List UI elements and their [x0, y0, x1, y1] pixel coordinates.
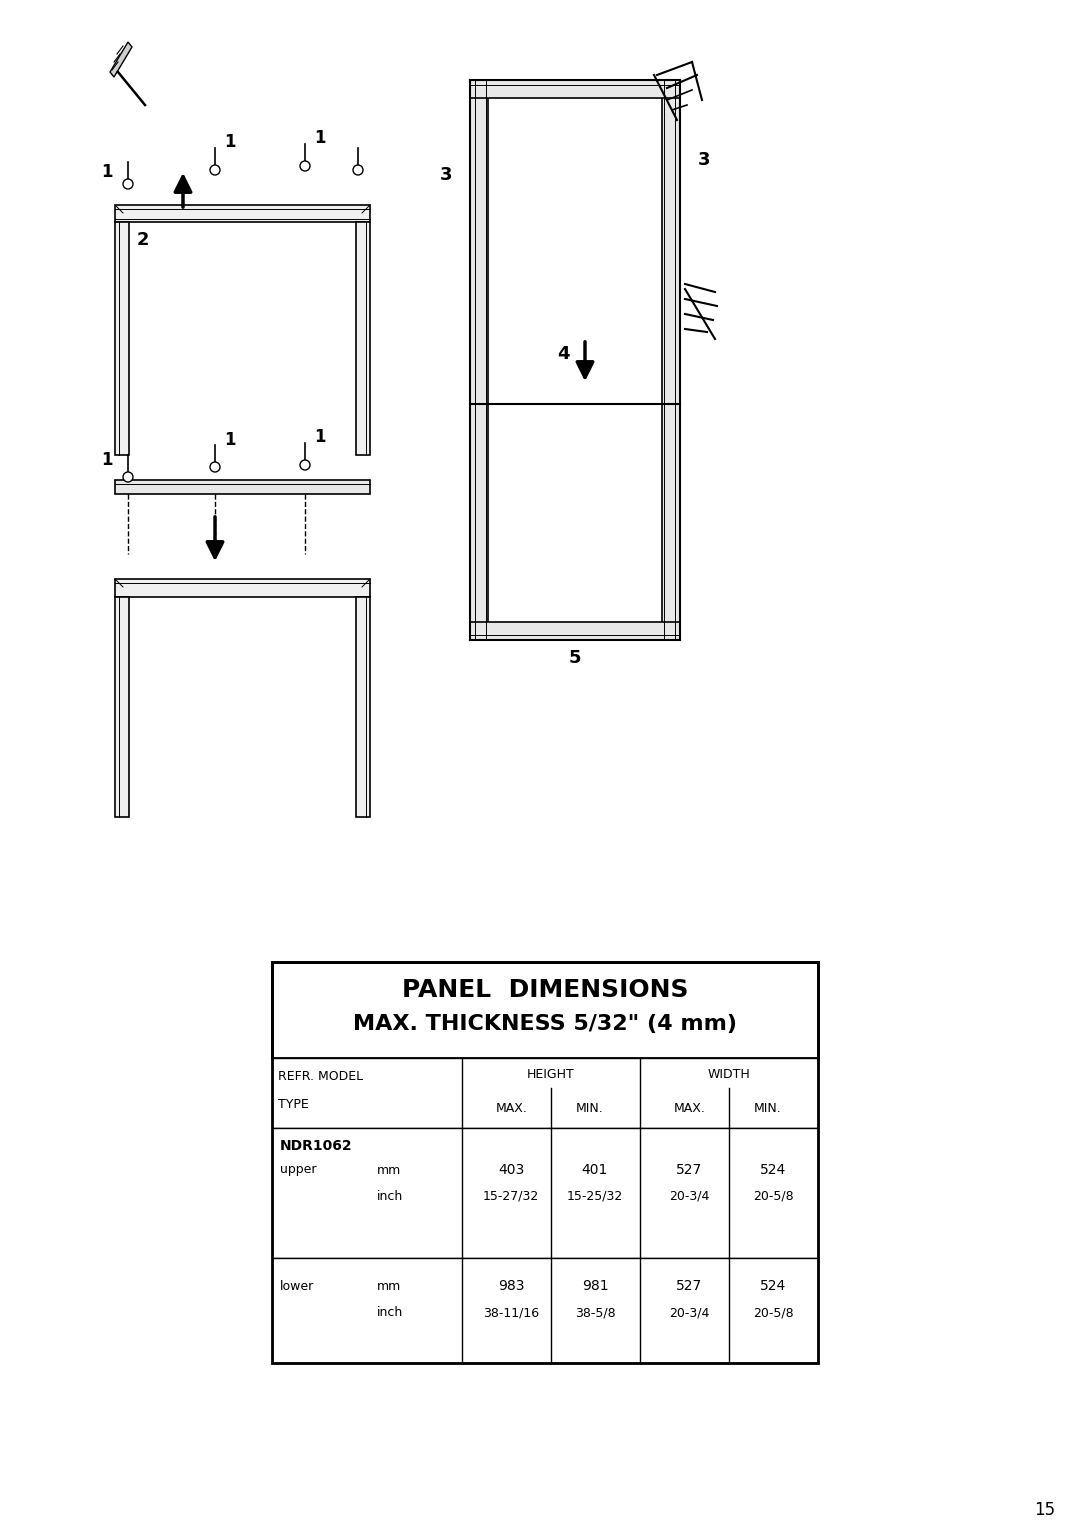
Text: 1: 1 — [225, 133, 235, 151]
Text: MIN.: MIN. — [576, 1102, 604, 1114]
Text: NDR1062: NDR1062 — [280, 1138, 353, 1154]
Text: 38-5/8: 38-5/8 — [575, 1306, 616, 1320]
Text: inch: inch — [377, 1189, 403, 1203]
Text: 20-5/8: 20-5/8 — [753, 1306, 794, 1320]
Text: 20-3/4: 20-3/4 — [669, 1306, 710, 1320]
Circle shape — [353, 165, 363, 176]
Circle shape — [210, 165, 220, 176]
Circle shape — [300, 460, 310, 471]
Bar — [272, 1128, 818, 1258]
Text: 20-3/4: 20-3/4 — [669, 1189, 710, 1203]
Text: 527: 527 — [676, 1163, 702, 1177]
Bar — [272, 963, 818, 1363]
Text: 401: 401 — [582, 1163, 608, 1177]
Bar — [114, 480, 370, 494]
Text: 38-11/16: 38-11/16 — [483, 1306, 539, 1320]
Text: HEIGHT: HEIGHT — [527, 1068, 575, 1080]
Bar — [470, 622, 680, 640]
Text: 983: 983 — [498, 1279, 524, 1293]
Text: 15: 15 — [1035, 1500, 1055, 1519]
Text: WIDTH: WIDTH — [707, 1068, 751, 1080]
Bar — [114, 205, 370, 222]
Polygon shape — [110, 41, 132, 76]
Text: 1: 1 — [102, 451, 112, 469]
Text: 2: 2 — [137, 231, 149, 249]
Text: 20-5/8: 20-5/8 — [753, 1189, 794, 1203]
Text: mm: mm — [377, 1279, 402, 1293]
Text: MAX. THICKNESS 5/32" (4 mm): MAX. THICKNESS 5/32" (4 mm) — [353, 1015, 737, 1034]
Bar — [272, 1057, 818, 1128]
Bar — [114, 222, 129, 455]
Text: MAX.: MAX. — [674, 1102, 706, 1114]
Circle shape — [210, 461, 220, 472]
Text: upper: upper — [280, 1163, 316, 1177]
Circle shape — [123, 472, 133, 481]
Text: 981: 981 — [582, 1279, 608, 1293]
Text: 15-25/32: 15-25/32 — [567, 1189, 623, 1203]
Bar — [272, 963, 818, 1057]
Bar — [114, 579, 370, 597]
Text: 3: 3 — [698, 151, 711, 170]
Text: TYPE: TYPE — [278, 1097, 309, 1111]
Bar — [470, 79, 488, 640]
Text: MIN.: MIN. — [754, 1102, 782, 1114]
Text: PANEL  DIMENSIONS: PANEL DIMENSIONS — [402, 978, 688, 1002]
Text: 15-27/32: 15-27/32 — [483, 1189, 539, 1203]
Text: 1: 1 — [314, 428, 326, 446]
Text: lower: lower — [280, 1279, 314, 1293]
Bar — [662, 79, 680, 640]
Bar — [470, 79, 680, 98]
Bar — [114, 597, 129, 817]
Text: 403: 403 — [498, 1163, 524, 1177]
Text: inch: inch — [377, 1306, 403, 1320]
Text: mm: mm — [377, 1163, 402, 1177]
Bar — [356, 222, 370, 455]
Text: 1: 1 — [102, 163, 112, 180]
Text: 3: 3 — [440, 167, 453, 183]
Text: 5: 5 — [569, 649, 581, 668]
Bar — [272, 1258, 818, 1363]
Text: 1: 1 — [314, 128, 326, 147]
Circle shape — [300, 160, 310, 171]
Text: MAX.: MAX. — [496, 1102, 528, 1114]
Text: 524: 524 — [760, 1163, 786, 1177]
Text: REFR. MODEL: REFR. MODEL — [278, 1070, 363, 1082]
Text: 1: 1 — [225, 431, 235, 449]
Text: 527: 527 — [676, 1279, 702, 1293]
Text: 4: 4 — [557, 345, 570, 364]
Text: 524: 524 — [760, 1279, 786, 1293]
Circle shape — [123, 179, 133, 189]
Bar — [356, 597, 370, 817]
